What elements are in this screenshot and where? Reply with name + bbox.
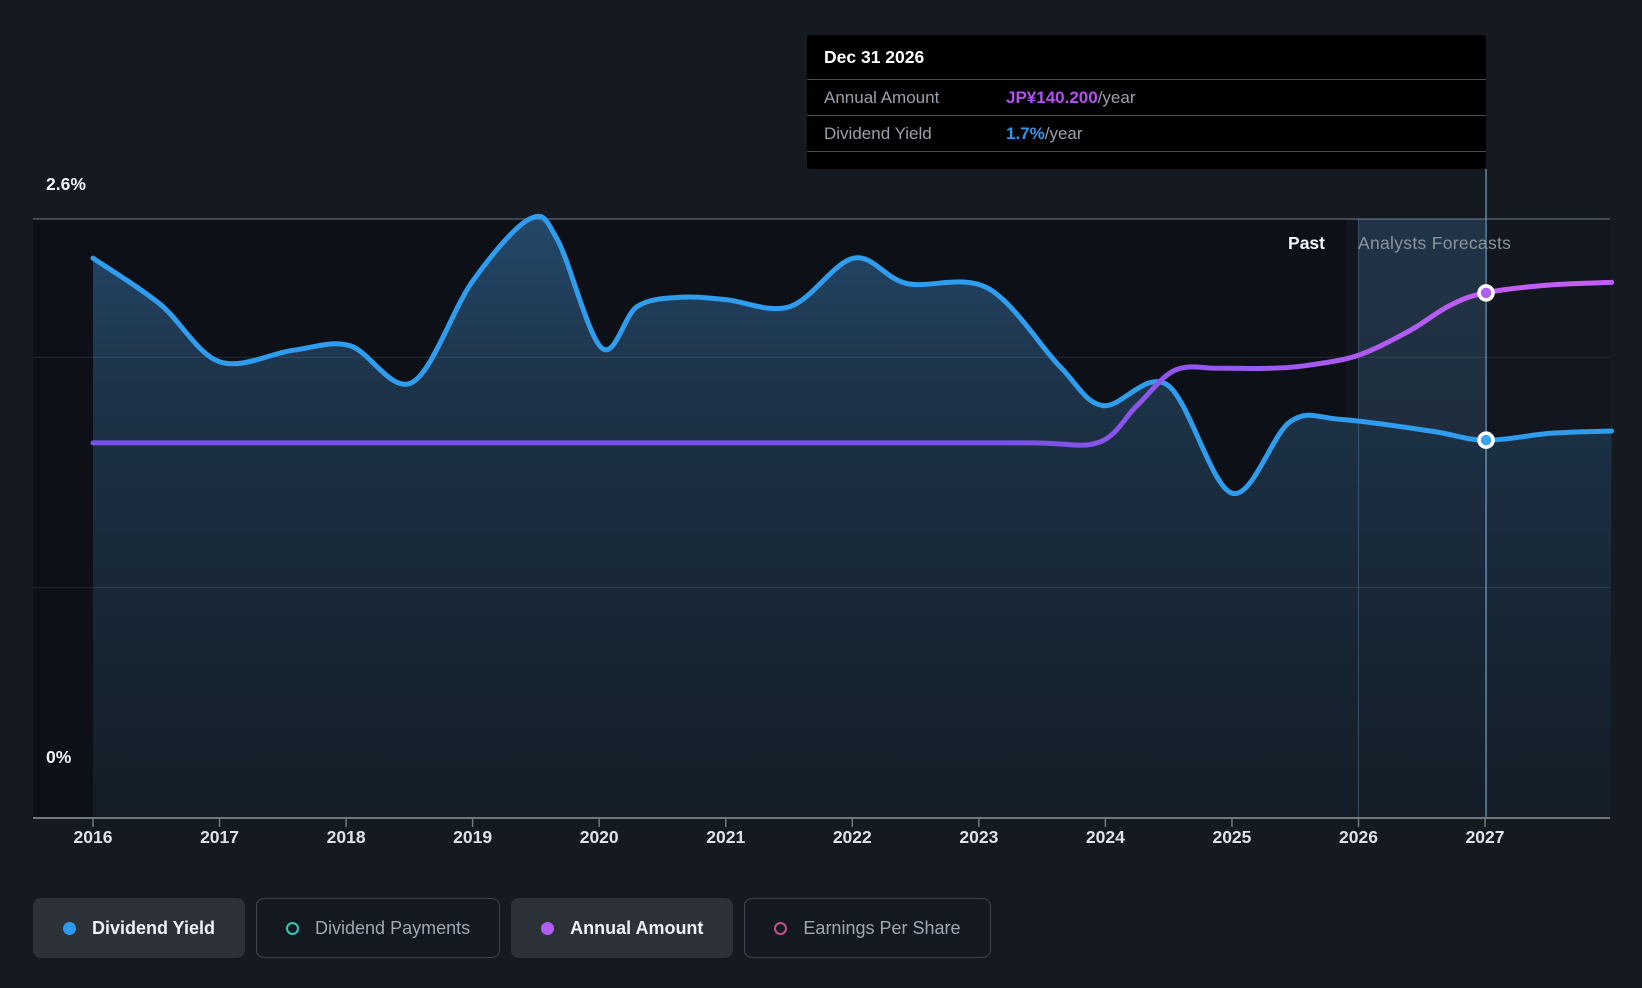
legend-label: Annual Amount [570,917,704,938]
legend-toggle-earnings-per-share[interactable]: Earnings Per Share [744,898,991,958]
dividend-payments-ring-icon [286,921,300,935]
x-axis-label-2018: 2018 [326,827,366,847]
legend-toggle-dividend-yield[interactable]: Dividend Yield [33,898,246,958]
tooltip-value-suffix: /year [1044,123,1083,143]
dividend-yield-hover-marker [1477,431,1495,449]
chart-legend: Dividend Yield Dividend Payments Annual … [33,898,991,958]
annual-amount-dot-icon [541,921,555,935]
x-axis-label-2023: 2023 [959,827,999,847]
y-axis-bottom-label: 0% [46,747,72,767]
dividend-yield-area-fill [93,216,1612,818]
legend-label: Dividend Yield [92,917,216,938]
annual-amount-hover-marker [1477,284,1495,302]
x-axis-label-2027: 2027 [1465,827,1505,847]
dividend-yield-dot-icon [63,921,76,935]
tooltip-value-dividend-yield: 1.7% [1006,123,1045,143]
legend-toggle-dividend-payments[interactable]: Dividend Payments [256,898,501,958]
dividend-yield-line [90,213,1615,496]
tooltip-row-annual-amount: Annual Amount JP¥140.200/year [807,80,1486,116]
x-axis-label-2016: 2016 [73,827,113,847]
x-axis-label-2021: 2021 [706,827,746,847]
tooltip-value-annual-amount: JP¥140.200 [1006,87,1098,107]
tooltip-label: Dividend Yield [824,123,932,143]
x-axis-label-2017: 2017 [200,827,240,847]
tooltip-label: Annual Amount [824,87,940,107]
y-axis-top-label: 2.6% [46,174,86,194]
tooltip-row-dividend-yield: Dividend Yield 1.7%/year [807,116,1486,152]
x-axis-label-2026: 2026 [1339,827,1378,847]
annual-amount-line [90,279,1615,448]
x-axis-label-2024: 2024 [1085,827,1125,847]
earnings-per-share-ring-icon [774,921,788,935]
legend-label: Earnings Per Share [803,917,961,938]
tooltip-value-suffix: /year [1097,87,1136,107]
legend-label: Dividend Payments [315,917,471,938]
hover-tooltip: Dec 31 2026 Annual Amount JP¥140.200/yea… [807,35,1486,169]
forecast-region-label: Analysts Forecasts [1358,233,1512,253]
legend-toggle-annual-amount[interactable]: Annual Amount [511,898,734,958]
past-region-label: Past [1288,233,1325,253]
x-axis-label-2019: 2019 [453,827,493,847]
x-axis-label-2020: 2020 [579,827,619,847]
x-axis-label-2025: 2025 [1212,827,1252,847]
tooltip-date: Dec 31 2026 [807,35,1486,80]
x-axis-label-2022: 2022 [832,827,872,847]
